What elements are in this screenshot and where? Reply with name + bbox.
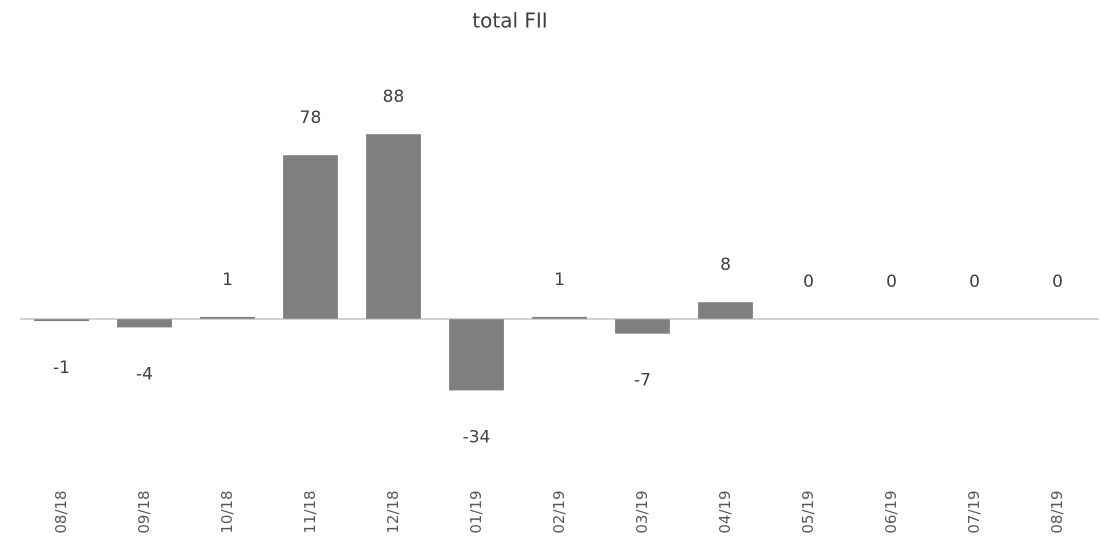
x-tick-label: 07/19 [965, 490, 983, 533]
data-label: 0 [1052, 272, 1063, 292]
x-tick-label: 11/18 [301, 490, 319, 533]
data-label: 1 [554, 270, 565, 290]
bar [200, 316, 255, 319]
bar [698, 302, 753, 319]
data-label: 0 [969, 272, 980, 292]
bar [283, 155, 338, 319]
bar [532, 316, 587, 319]
data-label: 1 [222, 270, 233, 290]
bar [117, 319, 172, 328]
x-tick-label: 01/19 [467, 490, 485, 533]
data-label: 8 [720, 255, 731, 275]
data-label: -1 [53, 358, 70, 378]
x-tick-label: 02/19 [550, 490, 568, 533]
data-label: 0 [803, 272, 814, 292]
data-label: 0 [886, 272, 897, 292]
data-label: -7 [634, 371, 651, 391]
bar [34, 319, 89, 322]
x-tick-label: 08/18 [52, 490, 70, 533]
x-tick-label: 04/19 [716, 490, 734, 533]
data-label: 88 [383, 87, 405, 107]
x-tick-label: 08/19 [1048, 490, 1066, 533]
x-tick-label: 03/19 [633, 490, 651, 533]
x-tick-label: 10/18 [218, 490, 236, 533]
data-label: 78 [300, 108, 322, 128]
x-tick-label: 06/19 [882, 490, 900, 533]
x-tick-label: 05/19 [799, 490, 817, 533]
bar [366, 134, 421, 319]
x-tick-label: 12/18 [384, 490, 402, 533]
bar [449, 319, 504, 391]
x-tick-label: 09/18 [135, 490, 153, 533]
bar [615, 319, 670, 334]
chart-title: total FII [472, 9, 547, 33]
data-label: -4 [136, 364, 153, 384]
data-label: -34 [463, 427, 491, 447]
